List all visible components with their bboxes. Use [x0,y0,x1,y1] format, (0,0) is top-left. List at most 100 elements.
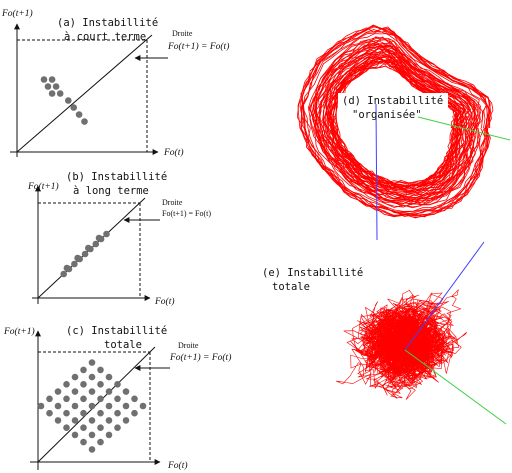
panel-b-point [81,250,89,258]
panel-a-diagonal [16,34,153,153]
panel-a-point [52,83,60,90]
panel-c-point [97,366,104,374]
panel-b-y-label: Fo(t+1) [27,181,59,192]
panel-c-point [97,424,104,432]
panel-c-point [54,402,62,410]
panel-b-point [92,240,100,248]
attractor-d-loop [302,29,488,215]
panel-c-caption-1: (c) Instabillité [66,325,167,337]
panel-c-point [46,409,53,417]
attractor-d-loop [296,24,492,218]
panel-a-x-label: Fo(t) [163,147,184,158]
attractor-d-loop [309,36,481,208]
attractor-d-loop [330,61,457,188]
panel-b-point [103,230,110,238]
panel-c-point [80,381,87,388]
panel-b: Fo(t+1) Fo(t) (b) Instabillité à long te… [27,171,211,307]
attractor-d-loop [314,44,477,202]
attractor-d-loop [318,47,473,199]
panel-c: Fo(t+1) Fo(t) (c) Instabillité totale Dr… [3,325,231,471]
panel-c-point [97,409,104,417]
panel-a-point [48,90,56,97]
attractor-e-walk [359,301,452,386]
attractor-d-green-axis [417,116,511,141]
attractor-d-caption-bg [338,93,448,123]
panel-c-points [37,359,147,453]
panel-a-droite-label: Droite [172,29,193,38]
panel-c-point [46,395,53,403]
attractor-e-walk [351,298,446,389]
panel-c-point [80,409,87,417]
panel-a-point [70,104,77,111]
panel-a-points [40,76,88,125]
panel-c-point [139,402,147,410]
panel-a-point [40,76,48,83]
panel-c-point [88,431,96,439]
attractor-e-blue-axis [404,241,485,351]
attractor-d-loop [300,25,491,218]
panel-c-point [97,438,104,446]
panel-c-droite-label: Droite [178,341,199,350]
attractor-d-loop [319,48,472,198]
panel-b-droite-eq: Fo(t+1) = Fo(t) [162,209,211,218]
panel-a-point [56,90,64,97]
panel-b-point [85,244,92,252]
panel-c-point [63,395,70,403]
panel-c-point [105,388,113,395]
panel-a-point [44,83,52,90]
panel-a-point [65,97,72,104]
attractor-d-loop [307,37,484,209]
attractor-d-caption-2: "organisée" [352,109,422,121]
panel-c-point [131,395,138,403]
panel-c-point [63,381,70,388]
panel-c-point [114,409,121,417]
panel-b-point [95,234,103,242]
panel-c-caption-2: totale [104,339,142,351]
panel-c-point [114,395,121,403]
panel-a: Fo(t+1) Fo(t) (a) Instabillité à court t… [1,8,229,158]
panel-c-point [54,417,62,424]
panel-c-x-label: Fo(t) [167,460,188,471]
panel-c-point [105,402,113,410]
attractor-d-blue-axis [375,103,378,241]
attractor-d-loop [327,56,463,191]
panel-c-point [131,409,138,417]
panel-c-point [122,417,130,424]
panel-c-point [88,446,96,453]
panel-c-point [71,431,79,439]
attractor-e-caption-2: totale [272,281,310,293]
panel-b-point [74,254,81,262]
attractor-d: (d) Instabillité "organisée" [296,24,511,241]
attractor-d-loop [313,43,478,205]
panel-c-droite-eq: Fo(t+1) = Fo(t) [169,352,231,363]
panel-c-point [80,395,87,403]
panel-b-point [60,270,67,278]
panel-c-y-label: Fo(t+1) [3,326,35,337]
attractor-e-trajectory [335,288,467,400]
attractor-d-caption-1: (d) Instabillité [342,95,443,107]
attractor-d-loop [297,24,491,219]
panel-b-caption-2: à long terme [73,185,149,197]
attractor-d-loop [328,60,462,190]
attractor-e-green-axis [404,349,507,425]
panel-c-point [105,417,113,424]
panel-c-point [80,424,87,432]
panel-c-point [63,424,70,432]
panel-c-point [122,388,130,395]
panel-a-droite-eq: Fo(t+1) = Fo(t) [167,41,229,52]
attractor-d-trajectory [296,24,494,219]
panel-a-point [48,76,56,83]
panel-b-x-label: Fo(t) [154,296,175,307]
panel-c-point [88,373,96,381]
panel-c-point [88,417,96,424]
panel-c-point [97,395,104,403]
panel-c-point [105,431,113,439]
panel-c-point [63,409,70,417]
panel-b-points [60,230,110,278]
panel-c-point [88,388,96,395]
panel-a-point [75,111,83,118]
panel-b-point [63,264,71,272]
panel-c-point [97,381,104,388]
panel-a-point [81,118,88,125]
panel-c-point [105,373,113,381]
